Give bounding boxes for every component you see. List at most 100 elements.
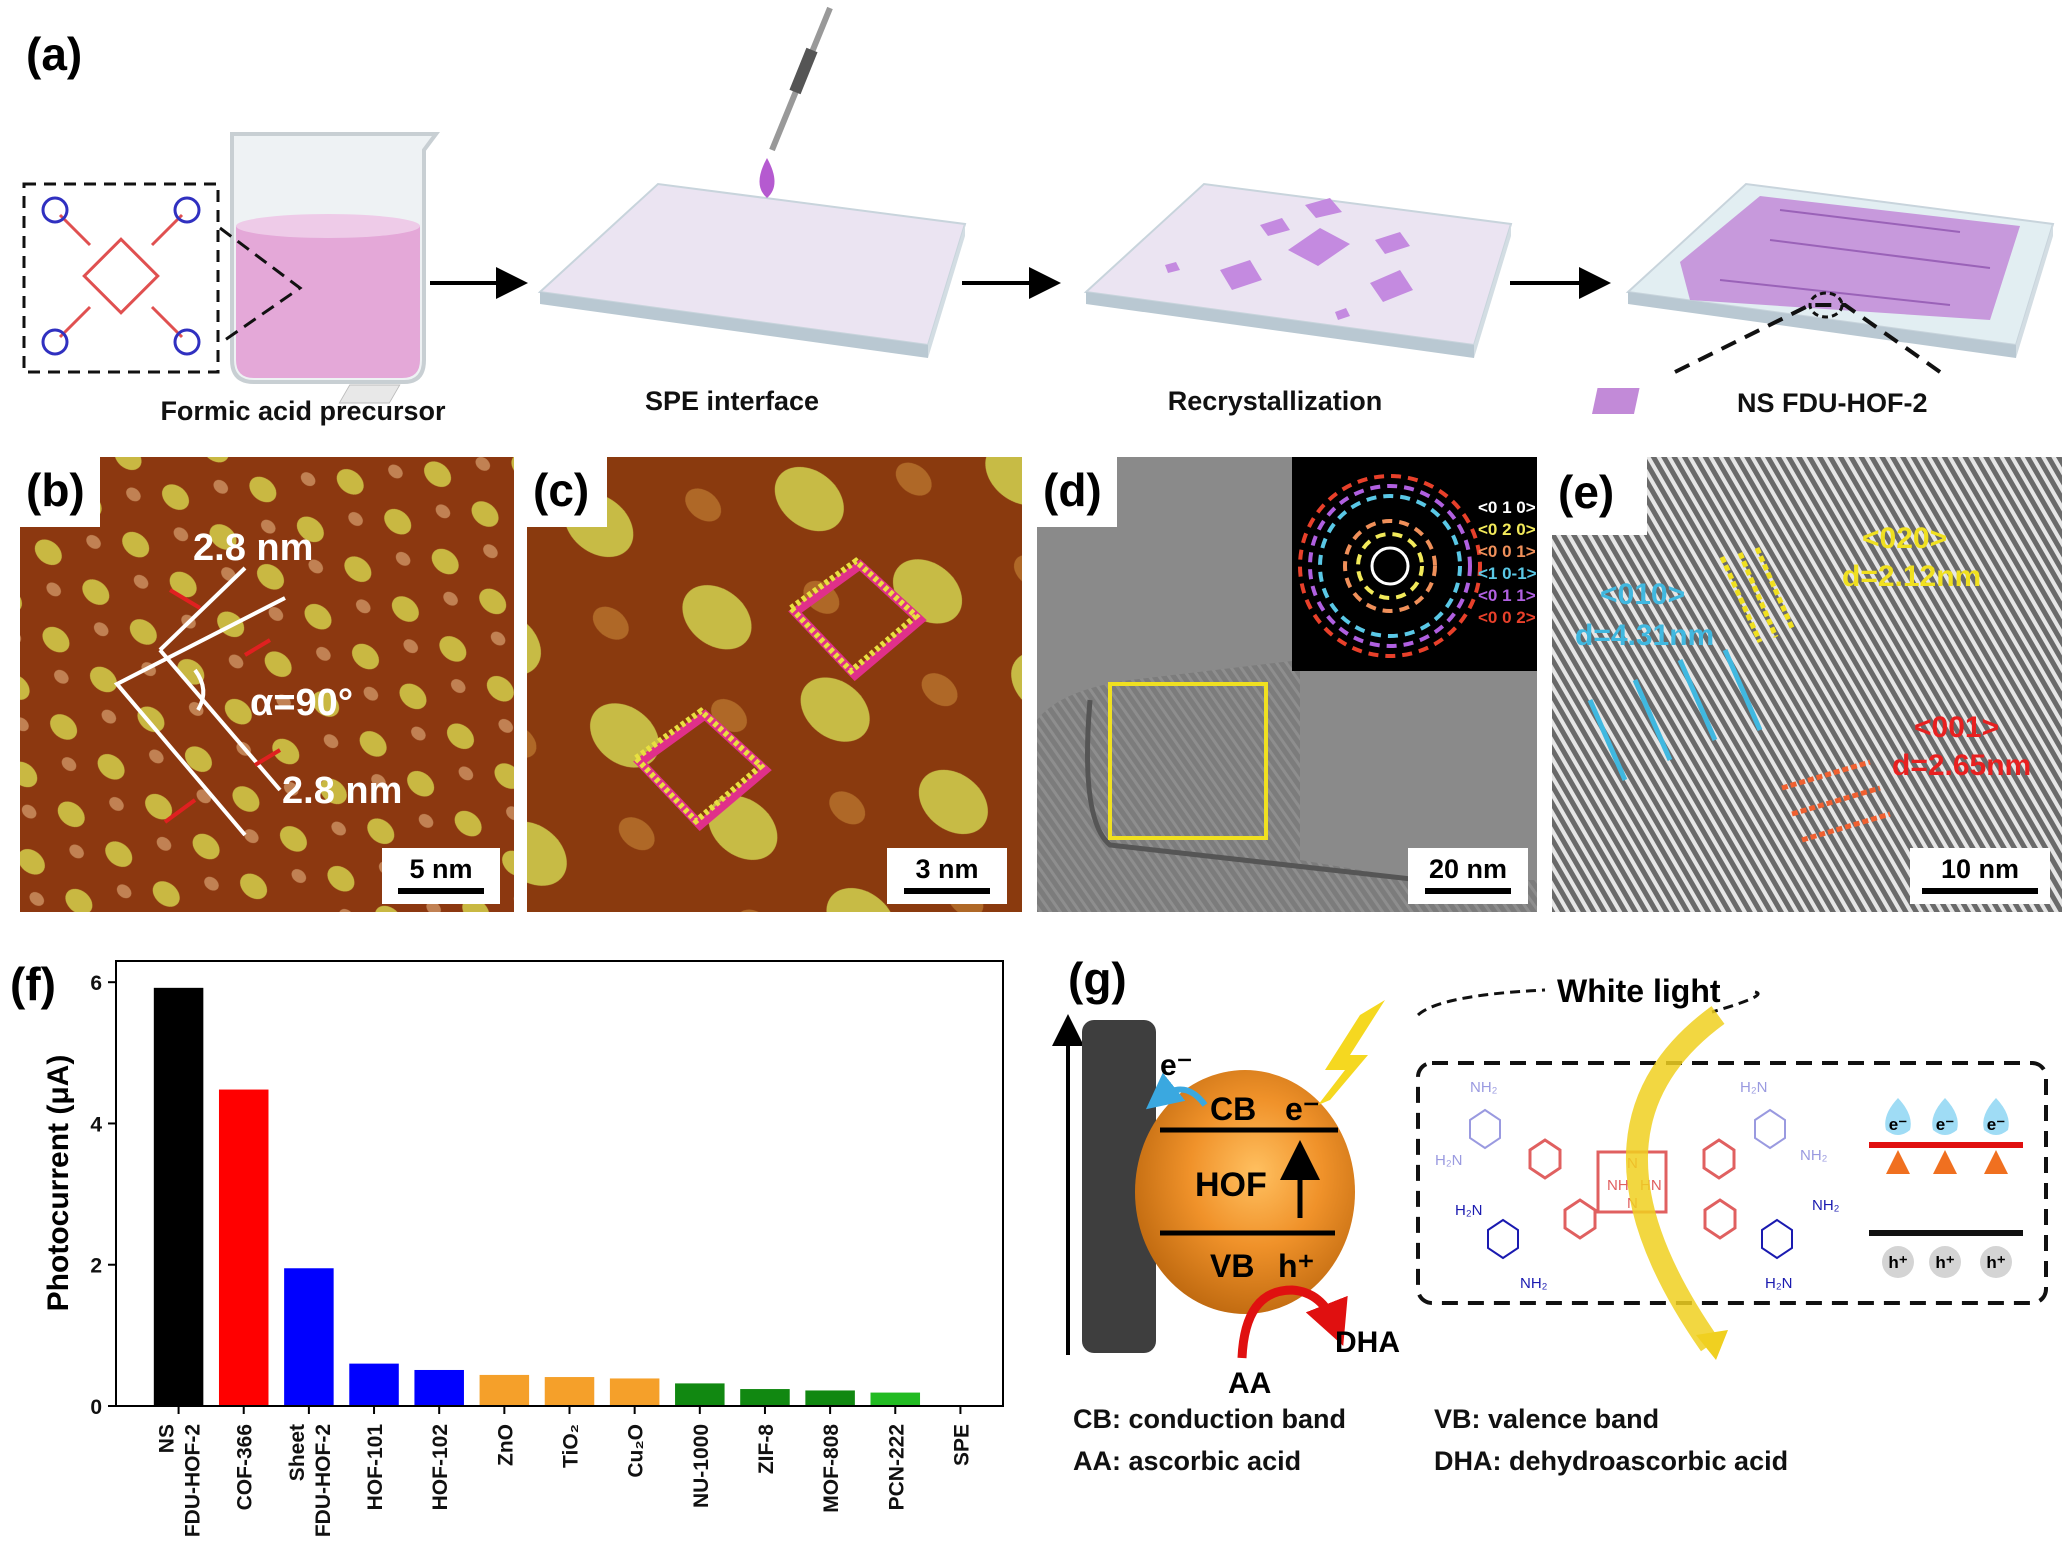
spe-legend-swatch [338,384,401,404]
x-tick-label: NU-1000 [690,1424,713,1508]
x-tick-label: Cu₂O [625,1424,648,1478]
panel-label-c: (c) [533,464,589,516]
aa-label: AA [1228,1367,1271,1400]
fft-legend-item: <0 1 0> [1478,498,1536,517]
x-tick-label: PCN-222 [885,1424,908,1510]
lattice-lines-001 [1781,759,1891,843]
y-tick-label: 0 [90,1396,102,1419]
hole-label: h⁺ [1986,1253,2005,1272]
precursor-molecule-icon [41,196,201,356]
h2n-label: H₂N [1455,1202,1483,1219]
electron-label: e⁻ [1936,1115,1954,1134]
panel-g-mechanism-diagram: (g) CB e⁻ HOF VB h⁺ e⁻ AA DHA White ligh… [1052,953,2048,1476]
cb-electron: e⁻ [1285,1091,1320,1127]
legend-vb: VB: valence band [1434,1404,1659,1434]
precursor-molecule-box [22,182,220,374]
bar [609,1378,660,1406]
light-beam-arrow [1625,1006,1725,1352]
lattice-distance-1: 2.8 nm [193,527,313,569]
light-beam-arrowhead [1696,1330,1728,1360]
fft-legend-item: <0 2 0> [1478,520,1536,539]
bar [675,1383,725,1406]
molecular-model-overlay [631,557,927,832]
h2n-label: H₂N [1765,1275,1793,1292]
panel-label-f: (f) [10,958,56,1010]
scale-bar-label-e: 10 nm [1941,854,2019,884]
caption-spe-interface: SPE interface [645,386,819,416]
lattice-distance-2: 2.8 nm [282,770,402,812]
x-tick-label: COF-366 [234,1424,257,1510]
x-tick-label: SPE [950,1424,973,1466]
hole-label: h⁺ [1888,1253,1907,1272]
beaker-icon [230,132,440,384]
electron-transfer-arrow [1145,1072,1208,1110]
x-tick-label: ZIF-8 [755,1424,778,1474]
legend-cb: CB: conduction band [1073,1404,1346,1434]
scale-bar-b [398,888,484,894]
bar [740,1389,790,1406]
y-tick-label: 4 [90,1113,102,1136]
vb-label: VB [1210,1248,1254,1284]
spe-slide-3 [1625,182,2055,358]
plane-020-label: <020> [1862,522,1947,555]
electron-label: e⁻ [1987,1115,2005,1134]
nh2-label: NH₂ [1520,1275,1548,1292]
white-light-label: White light [1557,973,1721,1009]
x-tick-label: MOF-808 [820,1424,843,1513]
x-tick-label: FDU-HOF-2 [312,1424,335,1537]
fft-legend-item: <0 0 1> [1478,542,1536,561]
electrode [1082,1020,1156,1353]
panel-label-a: (a) [26,28,82,80]
hole-circle-icon [1882,1246,1914,1278]
pipette-icon [759,6,833,198]
fft-legend-item: <0 1 1> [1478,586,1536,605]
y-tick-label: 2 [90,1255,102,1278]
d-spacing-020: d=2.12nm [1842,560,1981,593]
scale-bar-label-d: 20 nm [1429,854,1507,884]
h2n-label: H₂N [1740,1079,1768,1096]
bar [479,1374,530,1406]
electron-flame-icon [1932,1098,1958,1135]
d-spacing-010: d=4.31nm [1575,619,1714,652]
d-spacing-001: d=2.65nm [1892,749,2031,782]
electron-flame-icon [1983,1098,2009,1135]
ns-legend-swatch [1592,388,1640,414]
x-tick-label: NS [156,1424,179,1453]
bar [218,1089,269,1406]
legend-dha: DHA: dehydroascorbic acid [1434,1446,1788,1476]
electron-flame-icon [1885,1098,1911,1135]
fft-legend-item: <0 0 2> [1478,608,1536,627]
scale-bar-d [1425,888,1511,894]
lattice-angle: α=90° [250,682,353,724]
dha-label: DHA [1335,1326,1400,1359]
panel-d-tem-image: (d) <0 1 0><0 2 0><0 0 1><1 0-1><0 1 1><… [1037,457,1537,912]
x-tick-label: TiO₂ [560,1424,583,1468]
lattice-angle-lines [113,566,286,837]
bar [284,1268,334,1406]
hole-label: h⁺ [1935,1253,1954,1272]
h2n-label: H₂N [1435,1152,1463,1169]
x-tick-label: ZnO [494,1424,517,1466]
x-tick-label: FDU-HOF-2 [182,1424,205,1537]
caption-recrystallization: Recrystallization [1168,386,1383,416]
spe-slide-1 [537,182,967,358]
red-arrows [163,588,282,824]
molecule-box [1416,1061,2048,1305]
zoom-lines [219,226,303,344]
lattice-lines-010 [1587,648,1763,782]
scale-bar-c [904,888,990,894]
fft-legend-item: <1 0-1> [1478,564,1537,583]
caption-ns-fdu-hof-2: NS FDU-HOF-2 [1737,388,1928,418]
panel-label-d: (d) [1043,464,1102,516]
panel-label-b: (b) [26,464,85,516]
panel-e-hrtem-image: (e) <020> d=2.12nm <010> d=4.31nm <001> … [1552,457,2062,912]
scale-bar-label-c: 3 nm [915,854,978,884]
zoom-region [1808,291,1844,319]
cb-label: CB [1210,1091,1256,1127]
nh2-label: NH₂ [1812,1197,1840,1214]
vb-hole: h⁺ [1278,1248,1314,1284]
lightning-icon [1318,1000,1385,1105]
lattice-lines-020 [1719,546,1796,644]
fft-inset: <0 1 0> <0 2 0> <0 0 1> <1 0-1> <0 1 1> <0 0 … [1292,457,1537,671]
